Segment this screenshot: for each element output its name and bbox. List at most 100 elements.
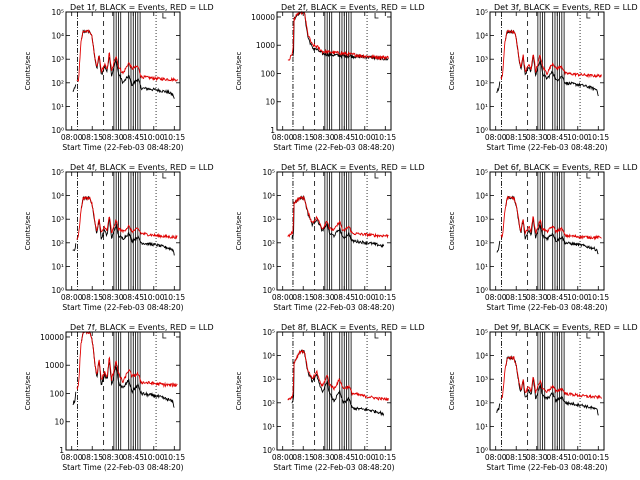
plot-frame: [65, 11, 181, 131]
x-tick-label: 08:00: [61, 453, 83, 462]
x-tick-label: 08:30: [526, 293, 548, 302]
panel-2: Det 2f, BLACK = Events, RED = LLD Counts/…: [235, 3, 425, 152]
y-axis-label: Counts/sec: [448, 372, 456, 411]
x-axis-label: Start Time (22-Feb-03 08:48:20): [62, 303, 183, 312]
y-tick-label: 10000: [40, 333, 64, 342]
y-tick-label: 10³: [475, 215, 488, 224]
x-tick-label: 08:15: [81, 453, 103, 462]
panel-7: Det 7f, BLACK = Events, RED = LLD Counts/…: [24, 323, 214, 472]
x-tick-label: 08:15: [292, 293, 314, 302]
saa-bracket: [586, 13, 591, 19]
x-tick-label: 10:00: [567, 293, 589, 302]
y-tick-label: 10²: [51, 79, 64, 88]
y-tick-label: 10⁴: [262, 352, 275, 361]
series-lld: [500, 195, 602, 241]
panel-1: Det 1f, BLACK = Events, RED = LLD Counts/…: [24, 3, 214, 152]
x-tick-label: 10:15: [163, 293, 185, 302]
y-axis-label: Counts/sec: [24, 372, 32, 411]
y-tick-label: 10⁰: [475, 446, 488, 455]
y-tick-label: 10⁴: [475, 32, 488, 41]
y-tick-label: 10¹: [475, 102, 488, 111]
panel-5: Det 5f, BLACK = Events, RED = LLD Counts/…: [235, 163, 425, 312]
y-tick-label: 10000: [251, 13, 275, 22]
x-tick-label: 08:30: [102, 293, 124, 302]
x-tick-label: 08:45: [333, 133, 355, 142]
series-events: [496, 29, 599, 97]
series-lld: [287, 348, 389, 401]
x-tick-label: 10:00: [143, 133, 165, 142]
x-tick-label: 10:15: [587, 133, 609, 142]
series-events: [496, 195, 599, 255]
x-tick-label: 08:30: [313, 293, 335, 302]
x-tick-label: 08:45: [333, 293, 355, 302]
y-tick-label: 1000: [256, 41, 275, 50]
x-tick-label: 08:45: [122, 293, 144, 302]
x-tick-label: 10:15: [374, 293, 396, 302]
x-tick-label: 08:15: [81, 293, 103, 302]
x-tick-label: 08:00: [272, 133, 294, 142]
y-tick-label: 10²: [475, 399, 488, 408]
x-axis-label: Start Time (22-Feb-03 08:48:20): [62, 463, 183, 472]
panel-4: Det 4f, BLACK = Events, RED = LLD Counts/…: [24, 163, 214, 312]
y-tick-label: 10¹: [262, 422, 275, 431]
y-tick-label: 10¹: [475, 422, 488, 431]
saa-bracket: [162, 13, 167, 19]
y-tick-label: 10⁵: [262, 168, 275, 177]
panel-9: Det 9f, BLACK = Events, RED = LLD Counts/…: [448, 323, 638, 472]
y-tick-label: 10⁵: [51, 168, 64, 177]
x-tick-label: 10:15: [163, 453, 185, 462]
y-tick-label: 10³: [51, 55, 64, 64]
y-tick-label: 1000: [45, 361, 64, 370]
x-tick-label: 08:30: [102, 453, 124, 462]
x-tick-label: 08:30: [526, 453, 548, 462]
y-axis-label: Counts/sec: [235, 212, 243, 251]
y-tick-label: 10⁰: [51, 126, 64, 135]
y-tick-label: 10⁵: [475, 168, 488, 177]
y-tick-label: 10⁴: [475, 352, 488, 361]
y-tick-label: 10⁴: [51, 32, 64, 41]
series-events: [291, 11, 389, 61]
x-tick-label: 10:00: [567, 133, 589, 142]
x-tick-label: 10:00: [354, 293, 376, 302]
saa-bracket: [374, 173, 379, 179]
saa-bracket: [586, 173, 591, 179]
y-tick-label: 10¹: [262, 262, 275, 271]
series-events: [72, 29, 175, 99]
x-tick-label: 08:45: [122, 453, 144, 462]
x-tick-label: 08:00: [61, 293, 83, 302]
panel-title: Det 7f, BLACK = Events, RED = LLD: [70, 323, 214, 332]
series-events: [72, 195, 175, 256]
x-tick-label: 08:00: [485, 133, 507, 142]
x-tick-label: 08:45: [546, 133, 568, 142]
x-tick-label: 08:00: [485, 453, 507, 462]
series-lld: [76, 330, 178, 391]
panel-title: Det 2f, BLACK = Events, RED = LLD: [281, 3, 425, 12]
x-tick-label: 08:15: [292, 453, 314, 462]
y-tick-label: 10⁵: [51, 8, 64, 17]
x-tick-label: 10:00: [143, 453, 165, 462]
x-tick-label: 08:45: [546, 453, 568, 462]
y-tick-label: 10⁰: [51, 286, 64, 295]
plot-frame: [65, 331, 181, 451]
saa-bracket: [586, 333, 591, 339]
y-tick-label: 10⁵: [475, 8, 488, 17]
x-axis-label: Start Time (22-Feb-03 08:48:20): [273, 463, 394, 472]
x-axis-label: Start Time (22-Feb-03 08:48:20): [273, 303, 394, 312]
y-tick-label: 10⁰: [475, 286, 488, 295]
y-tick-label: 100: [50, 389, 65, 398]
x-tick-label: 08:00: [485, 293, 507, 302]
x-tick-label: 10:15: [587, 453, 609, 462]
y-tick-label: 10: [54, 418, 64, 427]
y-tick-label: 100: [261, 69, 276, 78]
y-tick-label: 10⁰: [262, 446, 275, 455]
x-axis-label: Start Time (22-Feb-03 08:48:20): [273, 143, 394, 152]
y-tick-label: 10²: [475, 239, 488, 248]
y-tick-label: 10⁵: [262, 328, 275, 337]
y-axis-label: Counts/sec: [235, 52, 243, 91]
y-tick-label: 10¹: [475, 262, 488, 271]
x-tick-label: 10:00: [354, 133, 376, 142]
y-tick-label: 10⁴: [262, 192, 275, 201]
saa-bracket: [162, 333, 167, 339]
plot-frame: [276, 331, 392, 451]
x-tick-label: 08:30: [313, 453, 335, 462]
